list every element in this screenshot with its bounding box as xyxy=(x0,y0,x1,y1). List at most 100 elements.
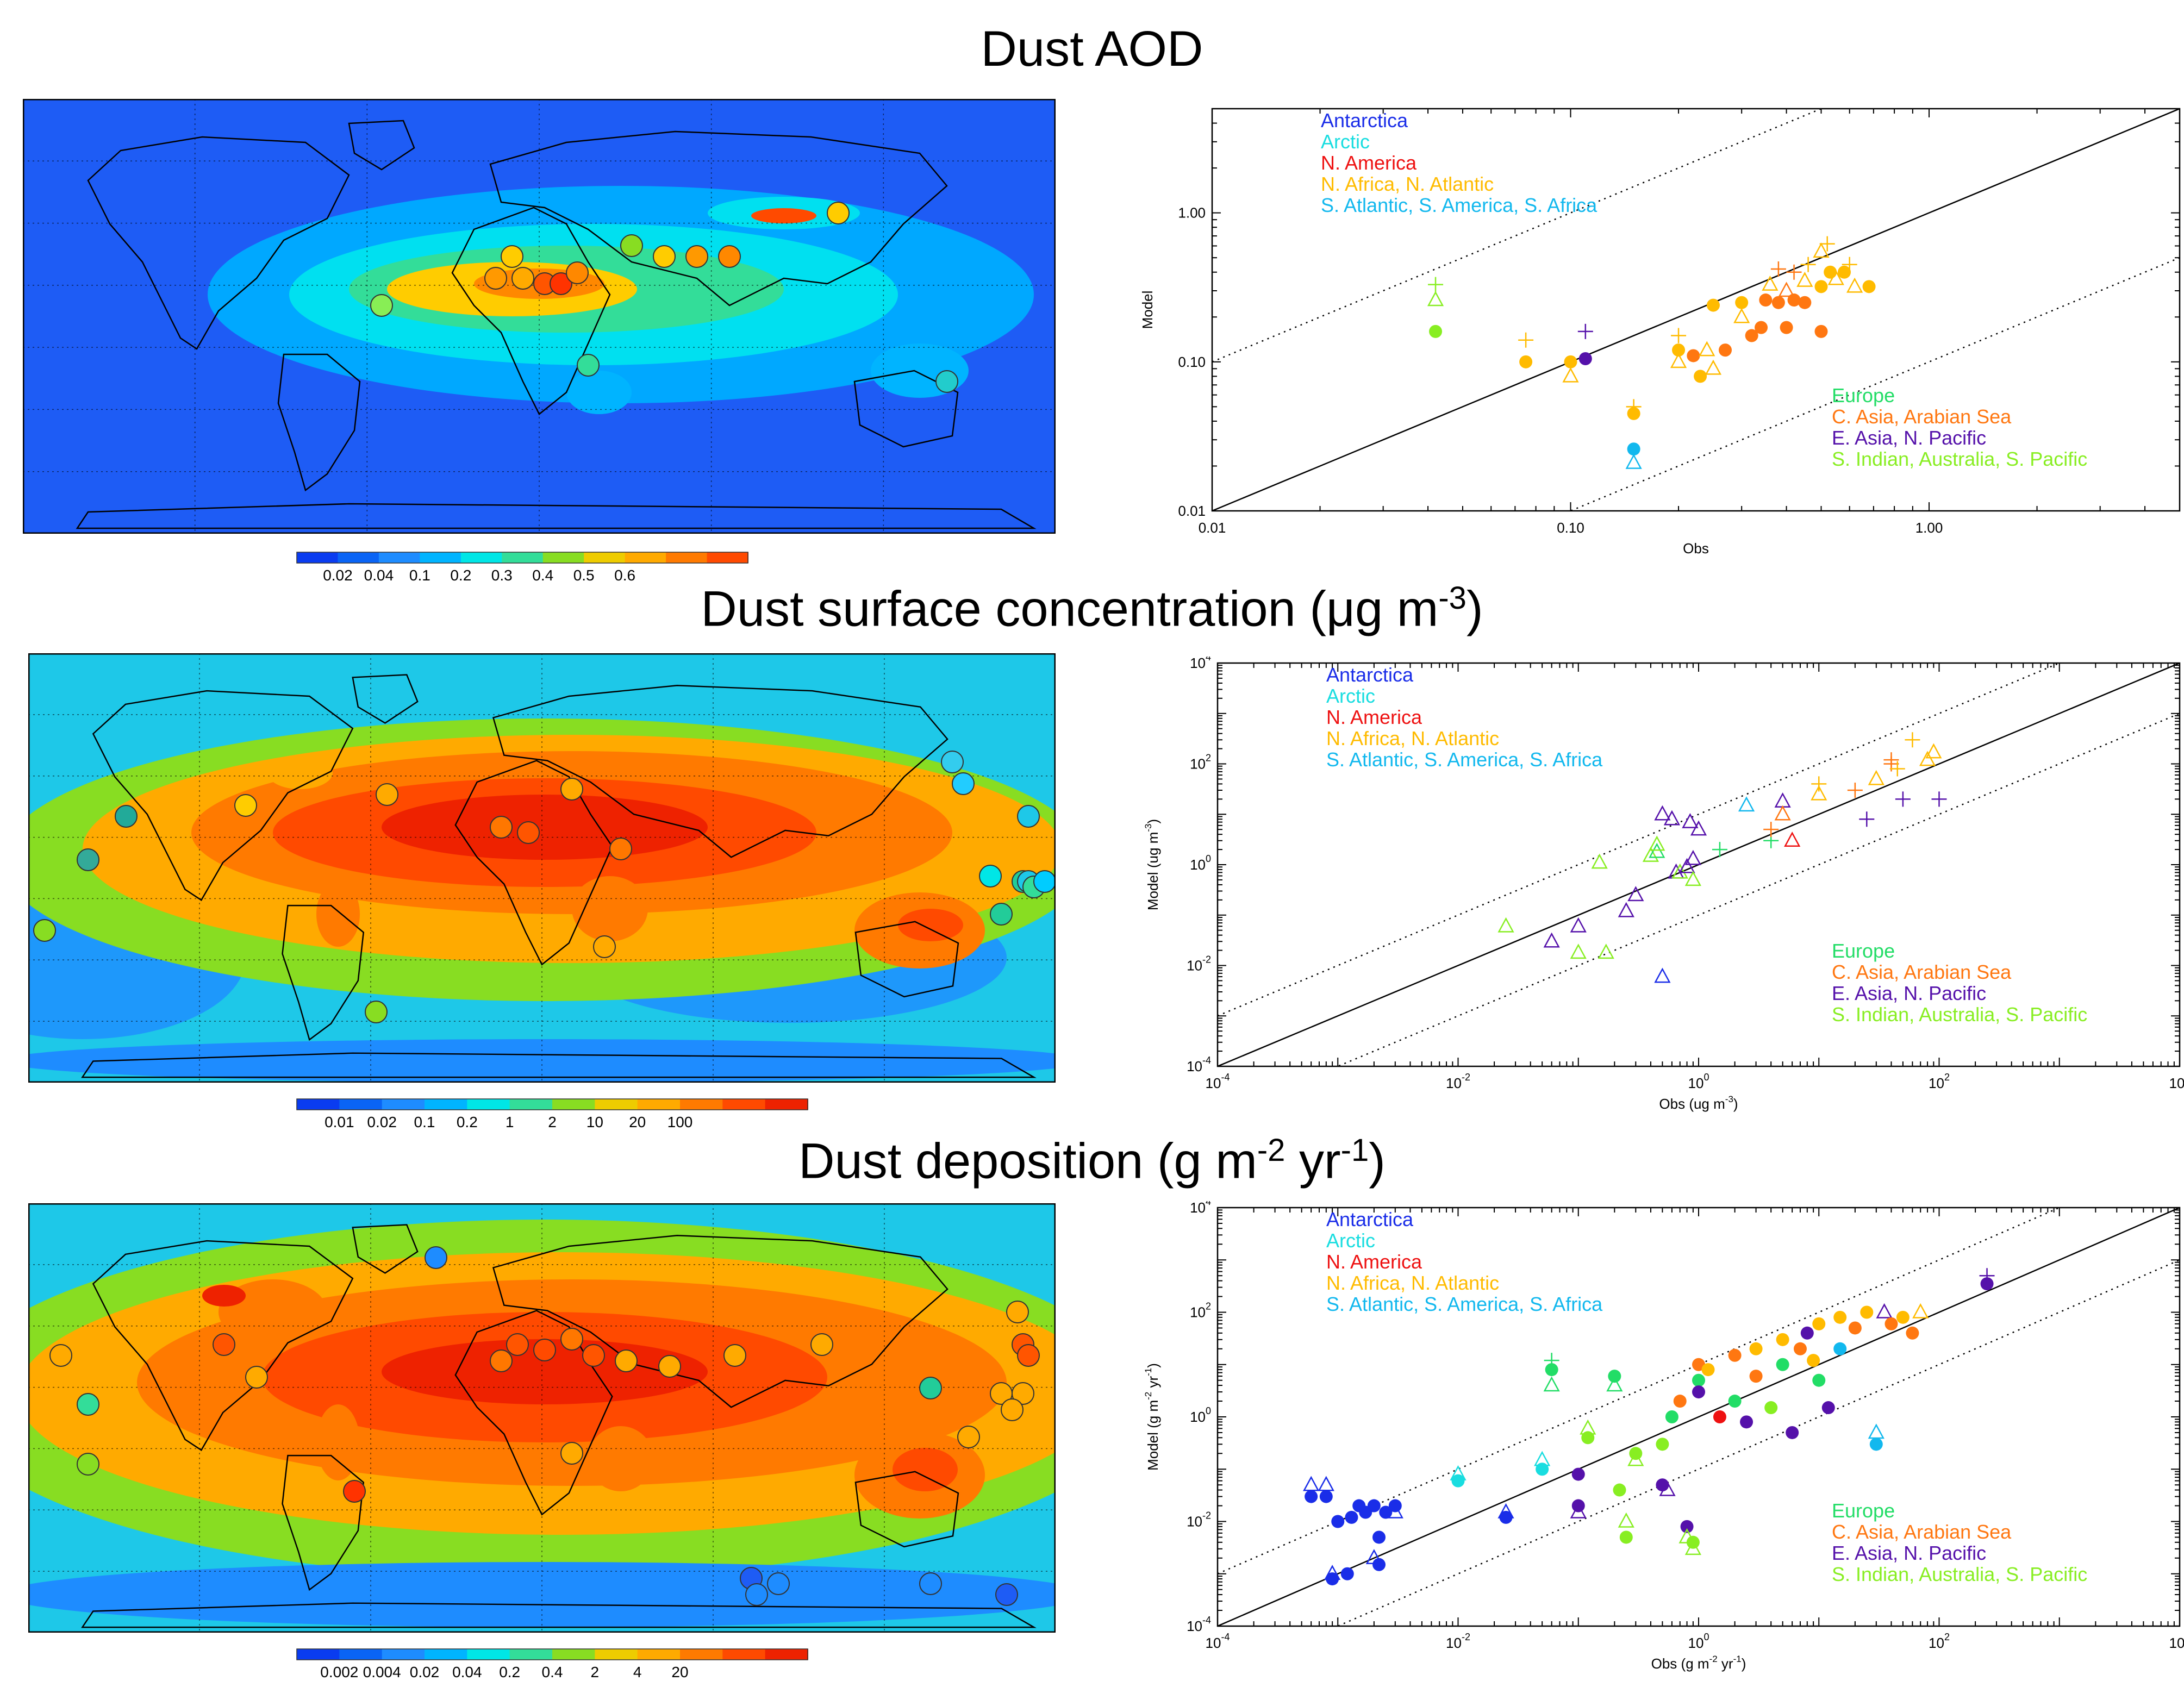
legend-entry: E. Asia, N. Pacific xyxy=(1832,427,1986,449)
station-marker xyxy=(995,1583,1018,1606)
station-marker xyxy=(49,1344,72,1367)
station-marker xyxy=(1033,870,1056,893)
data-point xyxy=(1684,1540,1701,1555)
data-point xyxy=(1564,355,1577,368)
data-point xyxy=(1543,1376,1560,1392)
data-point xyxy=(1814,324,1828,338)
colorbar-swatch xyxy=(542,552,585,563)
field-region xyxy=(751,208,816,223)
data-point xyxy=(1619,1530,1633,1544)
data-point xyxy=(1787,293,1801,307)
data-point xyxy=(1793,1342,1807,1355)
colorbar-label: 100 xyxy=(667,1114,693,1130)
data-point xyxy=(1701,1363,1715,1377)
station-marker xyxy=(1017,1344,1040,1367)
legend-entry: S. Atlantic, S. America, S. Africa xyxy=(1326,748,1603,771)
legend-entry: Europe xyxy=(1832,384,1895,407)
station-marker xyxy=(990,903,1013,926)
legend-entry: S. Atlantic, S. America, S. Africa xyxy=(1321,194,1598,216)
colorbar-swatch xyxy=(460,552,503,563)
station-marker xyxy=(723,1344,746,1367)
data-point xyxy=(1749,1370,1763,1383)
y-axis-label: Model (g m-2 yr-1) xyxy=(1143,1363,1161,1471)
legend-entry: C. Asia, Arabian Sea xyxy=(1832,405,2012,428)
station-marker xyxy=(979,865,1002,888)
data-point xyxy=(1728,1348,1742,1362)
station-marker xyxy=(1006,1301,1029,1323)
colorbar-swatch xyxy=(625,552,667,563)
x-tick-label: 102 xyxy=(1929,1072,1950,1091)
station-marker xyxy=(517,821,540,844)
data-point xyxy=(1670,353,1687,368)
colorbar-swatch xyxy=(666,552,708,563)
colorbar-swatch xyxy=(339,1649,383,1660)
data-point xyxy=(1812,1373,1826,1387)
colorbar-swatch xyxy=(680,1099,723,1110)
panel-title-deposition: Dust deposition (g m-2 yr-1) xyxy=(798,1133,1386,1189)
colorbar-swatch xyxy=(425,1099,468,1110)
coastline xyxy=(282,904,365,1041)
colorbar-swatch xyxy=(765,1099,808,1110)
y-tick-label: 100 xyxy=(1190,1405,1211,1425)
data-point xyxy=(1694,370,1707,383)
data-point xyxy=(1821,1401,1835,1415)
data-point xyxy=(1931,791,1947,807)
colorbar-swatch xyxy=(338,552,379,563)
colorbar-label: 20 xyxy=(671,1664,688,1678)
station-marker xyxy=(490,816,513,839)
data-point xyxy=(1786,264,1802,280)
lower-factor-line xyxy=(1336,1259,2180,1626)
colorbar-label: 0.04 xyxy=(452,1664,482,1678)
colorbar-label: 0.6 xyxy=(614,567,635,584)
colorbar-swatch xyxy=(378,552,421,563)
legend-entry: S. Indian, Australia, S. Pacific xyxy=(1832,448,2087,470)
data-point xyxy=(1895,791,1911,807)
data-point xyxy=(1812,1317,1826,1330)
colorbar-label: 1 xyxy=(506,1114,514,1130)
data-point xyxy=(1813,242,1830,258)
data-point xyxy=(1814,280,1828,293)
data-point xyxy=(1762,276,1779,291)
data-point xyxy=(1778,282,1795,297)
y-axis-label: Model (ug m-3) xyxy=(1143,819,1161,910)
colorbar-swatch xyxy=(420,552,461,563)
data-point xyxy=(1846,277,1863,293)
y-tick-label: 104 xyxy=(1190,1201,1211,1216)
colorbar-label: 0.2 xyxy=(450,567,471,584)
data-point xyxy=(1979,1268,1995,1284)
station-marker xyxy=(653,245,676,268)
data-point xyxy=(1536,1463,1549,1476)
data-point xyxy=(1827,270,1844,285)
data-point xyxy=(1883,752,1899,768)
data-point xyxy=(1340,1567,1354,1580)
station-marker xyxy=(77,848,99,871)
data-point xyxy=(1860,1305,1874,1319)
data-point xyxy=(1671,863,1688,879)
colorbar-label: 10 xyxy=(586,1114,603,1130)
colorbar-label: 0.04 xyxy=(364,567,394,584)
station-marker xyxy=(957,1426,980,1448)
data-point xyxy=(1733,308,1750,323)
scatter-aod: 0.01 0.10 1.00 0.01 0.10 1.00 Obs Model Antarcti… xyxy=(1141,103,2184,571)
data-point xyxy=(1678,858,1695,873)
station-marker xyxy=(376,783,398,806)
colorbar-label: 0.4 xyxy=(542,1664,563,1678)
legend-entry: Europe xyxy=(1832,1499,1895,1522)
station-marker xyxy=(370,294,393,317)
colorbar-label: 0.2 xyxy=(457,1114,478,1130)
coastline xyxy=(92,690,354,902)
data-point xyxy=(1735,296,1749,309)
data-point xyxy=(1319,1490,1333,1503)
x-tick-label: 10-2 xyxy=(1446,1072,1470,1091)
station-marker xyxy=(560,1328,583,1351)
coastline xyxy=(492,1235,949,1408)
colorbar-label: 20 xyxy=(629,1114,646,1130)
data-point xyxy=(1659,1480,1676,1496)
coastline xyxy=(352,1224,419,1274)
legend-entry: N. America xyxy=(1326,706,1422,728)
station-marker xyxy=(33,919,56,942)
colorbar-aod: 0.02 0.04 0.1 0.2 0.3 0.4 0.5 0.6 xyxy=(291,550,753,591)
data-point xyxy=(1763,822,1779,838)
colorbar-label: 0.02 xyxy=(410,1664,440,1678)
y-tick-label: 102 xyxy=(1190,753,1211,772)
